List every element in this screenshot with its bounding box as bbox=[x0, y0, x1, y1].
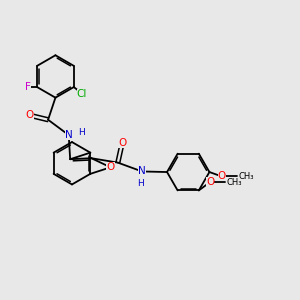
Text: O: O bbox=[26, 110, 34, 120]
Text: O: O bbox=[206, 177, 214, 187]
Text: O: O bbox=[118, 138, 126, 148]
Text: CH₃: CH₃ bbox=[238, 172, 254, 181]
Text: CH₃: CH₃ bbox=[227, 178, 242, 187]
Text: F: F bbox=[25, 82, 31, 92]
Text: O: O bbox=[106, 162, 115, 172]
Text: H: H bbox=[137, 179, 144, 188]
Text: O: O bbox=[218, 172, 226, 182]
Text: N: N bbox=[138, 167, 146, 176]
Text: N: N bbox=[65, 130, 73, 140]
Text: Cl: Cl bbox=[77, 88, 87, 98]
Text: H: H bbox=[78, 128, 84, 137]
